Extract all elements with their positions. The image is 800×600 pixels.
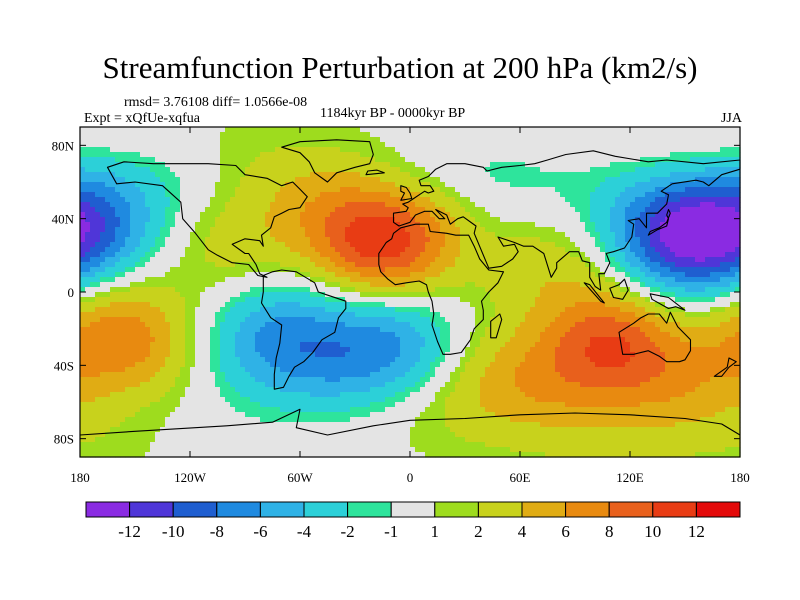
coastline-new-guinea xyxy=(649,293,686,311)
stats-text: rmsd= 3.76108 diff= 1.0566e-08 xyxy=(124,95,308,110)
coastlines xyxy=(79,139,741,436)
coastline-sumatra xyxy=(583,282,605,304)
y-tick-label: 80S xyxy=(54,432,74,447)
colorbar-label: -2 xyxy=(341,522,355,541)
colorbar-label: -6 xyxy=(253,522,267,541)
colorbar-swatch xyxy=(216,501,261,518)
colorbar: -12 -10 -8 -6 -4 -2 -1 1 2 4 6 8 10 12 xyxy=(85,501,741,541)
y-tick-label: 40S xyxy=(54,358,74,373)
x-tick-label: 120E xyxy=(616,470,644,485)
colorbar-swatch xyxy=(85,501,131,518)
y-tick-label: 40N xyxy=(52,212,75,227)
x-tick-label: 0 xyxy=(407,470,414,485)
colorbar-swatch xyxy=(477,501,523,518)
colorbar-label: 2 xyxy=(474,522,483,541)
colorbar-label: 1 xyxy=(431,522,440,541)
y-tick-label: 80N xyxy=(52,138,75,153)
colorbar-swatch xyxy=(652,501,697,518)
coastline-japan xyxy=(647,208,671,236)
colorbar-swatch xyxy=(172,501,218,518)
x-tick-label: 180 xyxy=(730,470,750,485)
colorbar-swatch xyxy=(129,501,174,518)
x-tick-label: 60W xyxy=(287,470,313,485)
colorbar-swatch xyxy=(303,501,349,518)
coastline-iceland xyxy=(365,169,385,176)
coastline-africa xyxy=(378,223,505,355)
coastline-borneo xyxy=(609,278,629,300)
colorbar-label: 6 xyxy=(561,522,570,541)
axis-ticks xyxy=(79,127,741,457)
period-label: 1184kyr BP - 0000kyr BP xyxy=(320,106,466,121)
y-tick-label: 0 xyxy=(68,285,75,300)
coastline-north-america xyxy=(106,161,308,278)
colorbar-swatch xyxy=(521,501,567,518)
coastline-antarctica xyxy=(79,408,741,436)
colorbar-label: -12 xyxy=(118,522,141,541)
colorbar-swatch xyxy=(608,501,654,518)
coastline-south-america xyxy=(260,269,347,390)
colorbar-label: -1 xyxy=(384,522,398,541)
colorbar-swatch xyxy=(390,501,436,518)
colorbar-swatch xyxy=(434,501,479,518)
colorbar-swatch xyxy=(347,501,392,518)
colorbar-label: 12 xyxy=(688,522,705,541)
colorbar-swatch xyxy=(565,501,610,518)
colorbar-label: -4 xyxy=(297,522,312,541)
colorbar-swatch xyxy=(695,501,741,518)
season-label: JJA xyxy=(720,111,742,126)
experiment-label: Expt = xQfUe-xqfua xyxy=(84,111,200,126)
colorbar-label: 4 xyxy=(518,522,527,541)
coastline-australia xyxy=(618,311,692,363)
coastline-madagascar xyxy=(490,313,503,339)
x-tick-label: 180 xyxy=(70,470,90,485)
coastline-eurasia xyxy=(392,150,741,291)
colorbar-label: 8 xyxy=(605,522,614,541)
chart-title: Streamfunction Perturbation at 200 hPa (… xyxy=(102,50,698,85)
colorbar-label: 10 xyxy=(644,522,661,541)
colorbar-swatch xyxy=(259,501,305,518)
coastline-britain xyxy=(400,185,413,201)
colorbar-label: -8 xyxy=(210,522,224,541)
coastline-greenland xyxy=(281,139,374,183)
x-tick-label: 60E xyxy=(510,470,531,485)
x-tick-label: 120W xyxy=(174,470,207,485)
coastline-new-zealand xyxy=(713,357,737,377)
colorbar-label: -10 xyxy=(162,522,185,541)
contour-fill xyxy=(80,127,741,458)
